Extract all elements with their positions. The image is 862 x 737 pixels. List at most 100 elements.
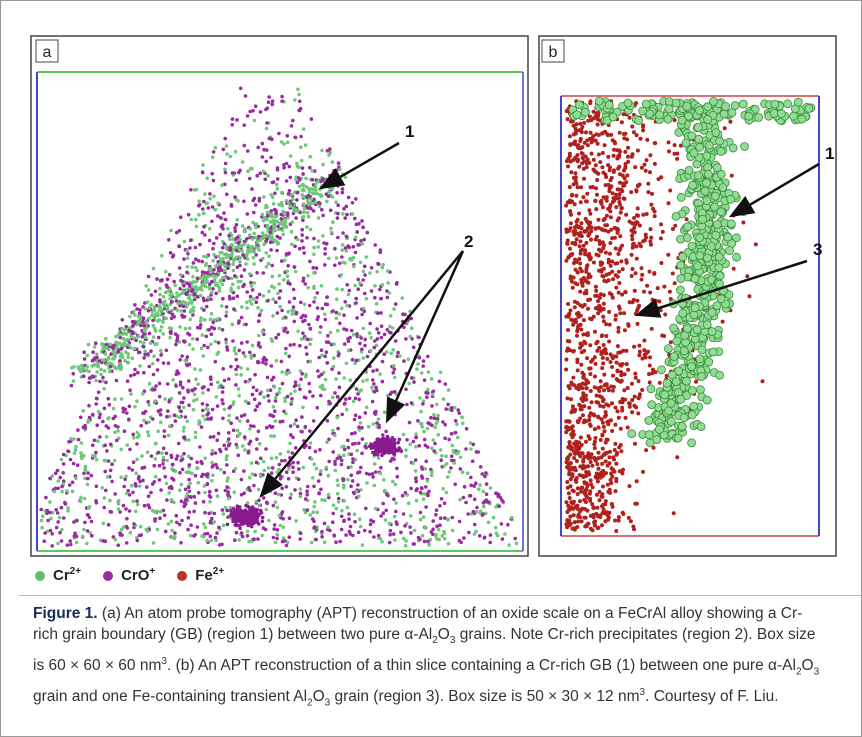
atom [381, 502, 385, 506]
atom [166, 285, 170, 289]
atom [454, 431, 458, 435]
atom [632, 345, 636, 349]
atom [323, 252, 327, 256]
atom [636, 183, 640, 187]
atom [391, 457, 395, 461]
atom [235, 249, 239, 253]
atom [440, 497, 444, 501]
atom [312, 271, 316, 275]
atom [600, 202, 604, 206]
atom [284, 412, 288, 416]
atom [86, 477, 90, 481]
atom [603, 223, 607, 227]
atom [321, 307, 325, 311]
atom [261, 361, 265, 365]
atom [391, 326, 395, 330]
atom [216, 317, 220, 321]
atom [167, 238, 171, 242]
atom [224, 341, 228, 345]
atom [447, 438, 451, 442]
atom [222, 444, 226, 448]
atom [141, 479, 145, 483]
atom [438, 504, 442, 508]
atom [270, 457, 274, 461]
atom [347, 517, 351, 521]
atom [242, 200, 246, 204]
atom [241, 253, 245, 257]
atom [221, 367, 225, 371]
atom [270, 364, 274, 368]
atom [611, 277, 615, 281]
atom [466, 512, 470, 516]
atom [142, 411, 146, 415]
atom [444, 407, 448, 411]
atom [366, 355, 370, 359]
atom [107, 426, 111, 430]
atom [603, 429, 607, 433]
atom [601, 361, 605, 365]
atom [389, 314, 393, 318]
atom [575, 312, 579, 316]
atom [584, 217, 588, 221]
atom [229, 155, 233, 159]
atom [82, 426, 86, 430]
atom [340, 255, 344, 259]
atom [619, 370, 623, 374]
atom [376, 312, 380, 316]
atom [273, 523, 277, 527]
atom [353, 284, 357, 288]
atom [359, 261, 363, 265]
atom [53, 490, 57, 494]
atom [456, 436, 460, 440]
atom [515, 542, 519, 546]
atom [320, 530, 324, 534]
atom [361, 543, 365, 547]
atom [575, 220, 579, 224]
atom [50, 532, 54, 536]
atom [273, 385, 277, 389]
atom [388, 522, 392, 526]
atom [465, 427, 469, 431]
atom [332, 169, 336, 173]
atom [259, 457, 263, 461]
atom [305, 225, 309, 229]
atom [299, 107, 303, 111]
atom [579, 314, 583, 318]
atom [271, 466, 275, 470]
atom [170, 536, 174, 540]
atom [476, 450, 480, 454]
atom [299, 301, 303, 305]
atom [569, 159, 573, 163]
atom [328, 529, 332, 533]
atom [290, 230, 294, 234]
atom [77, 438, 81, 442]
atom [383, 410, 387, 414]
atom [272, 376, 276, 380]
atom [592, 413, 596, 417]
atom [239, 256, 243, 260]
atom [599, 438, 603, 442]
atom [158, 287, 162, 291]
atom [294, 418, 298, 422]
atom [430, 377, 434, 381]
atom [605, 273, 609, 277]
atom [381, 266, 385, 270]
atom [215, 438, 219, 442]
atom [446, 475, 450, 479]
atom [246, 419, 250, 423]
atom [104, 346, 108, 350]
atom [247, 486, 251, 490]
atom [221, 283, 225, 287]
atom [329, 331, 333, 335]
atom [598, 394, 602, 398]
atom [201, 414, 205, 418]
atom [392, 307, 396, 311]
atom [602, 302, 606, 306]
atom [79, 416, 83, 420]
atom [284, 352, 288, 356]
atom [584, 130, 588, 134]
atom [131, 468, 135, 472]
atom [233, 509, 237, 513]
atom [583, 248, 587, 252]
atom [302, 195, 306, 199]
